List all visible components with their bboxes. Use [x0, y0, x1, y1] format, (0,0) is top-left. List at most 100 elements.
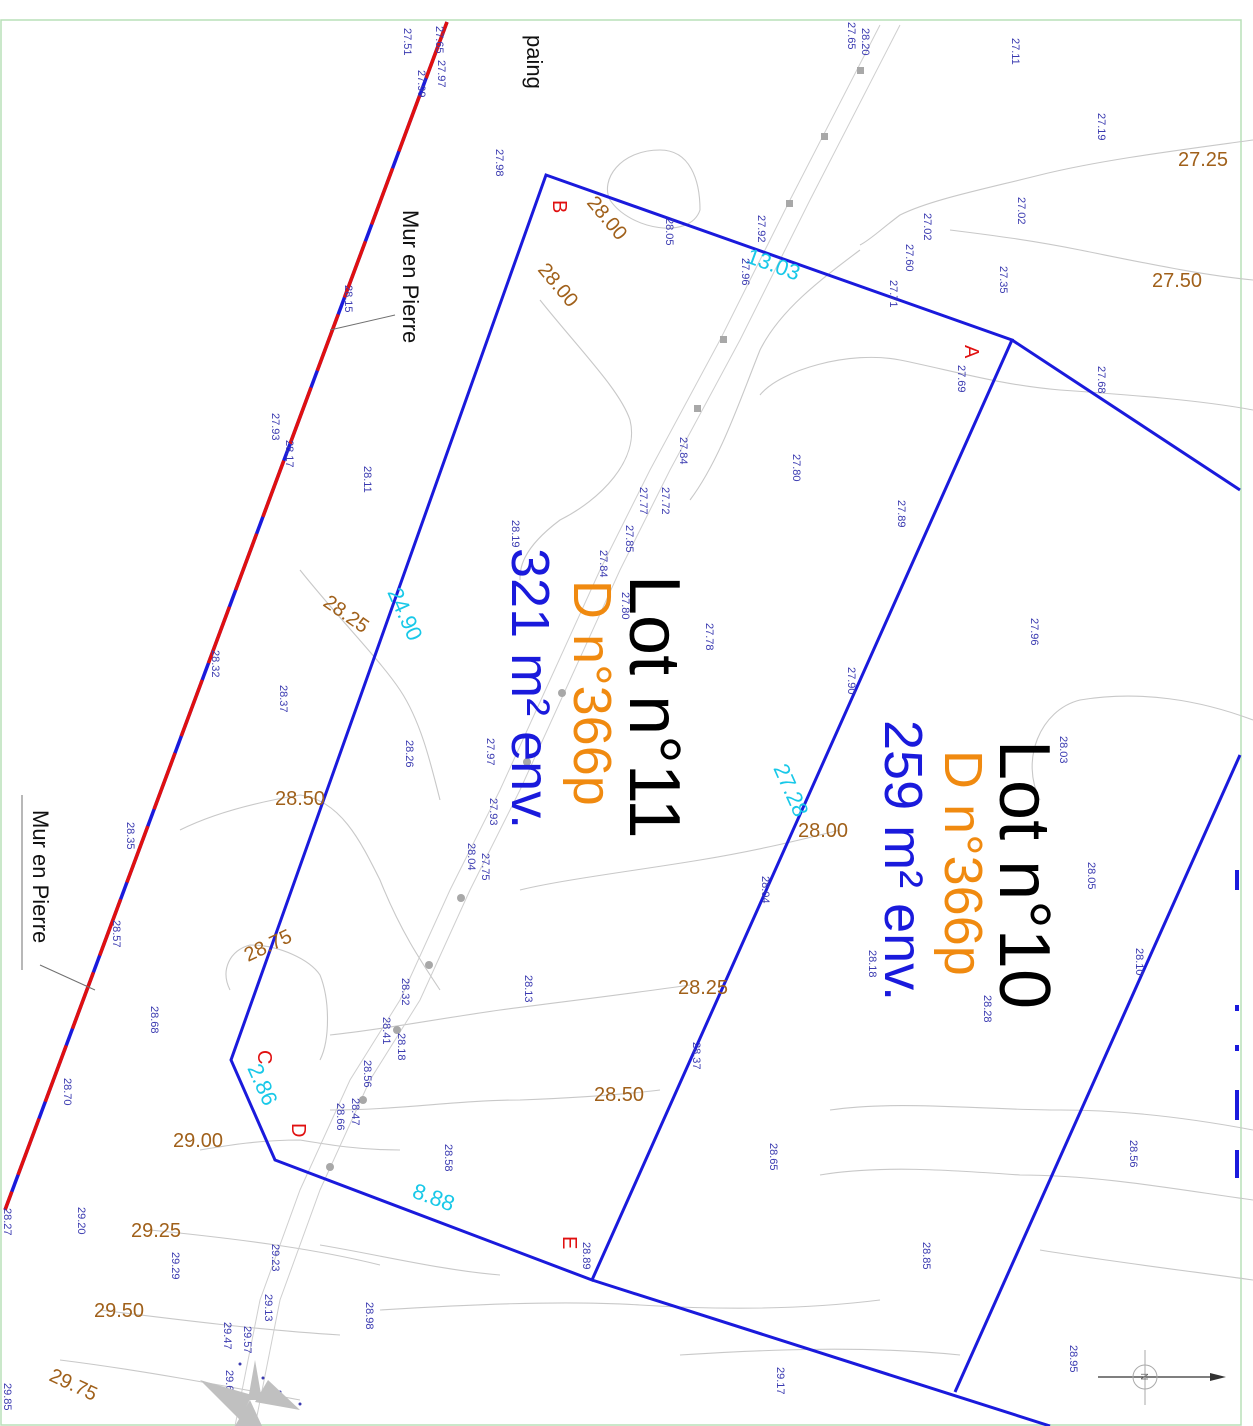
spot-height: 27.97	[484, 738, 496, 766]
spot-height: 28.56	[361, 1060, 373, 1088]
spot-height: 27.84	[597, 550, 609, 578]
spot-height: 29.17	[774, 1367, 786, 1395]
spot-height: 28.10	[1133, 948, 1145, 976]
spot-height: 27.72	[659, 487, 671, 515]
vertex-a: A	[960, 345, 982, 359]
contour-label: 27.50	[1152, 270, 1202, 292]
spot-height: 28.37	[277, 685, 289, 713]
title-fragment: paing	[522, 35, 547, 89]
spot-height: 28.28	[981, 995, 993, 1023]
spot-height: 28.85	[920, 1242, 932, 1270]
lot-10-section: D n°366p	[933, 750, 993, 976]
contour-label: 27.25	[1178, 149, 1228, 171]
contour-label: 29.50	[94, 1300, 144, 1322]
spot-height: 28.20	[859, 28, 871, 56]
spot-height: 28.37	[690, 1042, 702, 1070]
spot-height: 28.18	[866, 950, 878, 978]
spot-height: 27.68	[1095, 366, 1107, 394]
lot-10-east-boundary	[953, 754, 1242, 1393]
lot-11-boundary	[229, 173, 1015, 1282]
spot-height: 27.85	[623, 525, 635, 553]
lot-11-title: Lot n°11	[614, 575, 694, 839]
spot-height: 27.19	[1095, 113, 1107, 141]
compass-rose-icon	[200, 1360, 300, 1426]
contour-label: 28.00	[533, 259, 582, 311]
spot-height: 28.68	[148, 1006, 160, 1034]
lot-10-south-boundary	[591, 1278, 1051, 1426]
spot-height: 28.15	[342, 285, 354, 313]
spot-height: 27.93	[487, 798, 499, 826]
stone-wall	[3, 21, 449, 1211]
dimension-ab: 13.03	[743, 243, 803, 285]
spot-height: 28.32	[399, 978, 411, 1006]
spot-height: 29.23	[269, 1244, 281, 1272]
spot-height: 27.96	[1028, 618, 1040, 646]
spot-height: 27.97	[435, 60, 447, 88]
contour-label: 28.00	[582, 192, 631, 244]
spot-height: 27.78	[703, 623, 715, 651]
spot-height: 28.05	[1085, 862, 1097, 890]
spot-height: 27.65	[433, 26, 445, 54]
spot-height: 28.41	[380, 1017, 392, 1045]
wall-upper-label: Mur en Pierre	[398, 210, 423, 343]
spot-height: 29.47	[221, 1322, 233, 1350]
contour-label: 28.50	[275, 788, 325, 810]
wall-lower-label: Mur en Pierre	[28, 810, 53, 943]
spot-height: 28.56	[1127, 1140, 1139, 1168]
spot-height: 29.85	[1, 1383, 13, 1411]
spot-height: 29.29	[169, 1252, 181, 1280]
spot-height: 27.90	[845, 667, 857, 695]
lot-11-area: 321 m² env.	[500, 548, 560, 829]
map-frame	[0, 19, 1242, 1426]
spot-height: 29.57	[241, 1326, 253, 1354]
spot-height: 28.65	[767, 1143, 779, 1171]
contour-label: 28.25	[678, 977, 728, 999]
lot-boundaries	[229, 173, 1242, 1426]
contour-label: 28.50	[594, 1084, 644, 1106]
spot-height: 28.66	[334, 1103, 346, 1131]
dimension-de: 8.88	[409, 1178, 458, 1216]
spot-height: 29.20	[75, 1207, 87, 1235]
spot-height: 28.27	[1, 1208, 13, 1236]
spot-height: 27.02	[1015, 197, 1027, 225]
spot-height: 28.89	[580, 1242, 592, 1270]
spot-height: 28.18	[395, 1033, 407, 1061]
lot-10-title: Lot n°10	[984, 740, 1064, 1009]
contour-label: 28.25	[319, 591, 373, 638]
lot-10-boundary	[1011, 338, 1241, 492]
track-markers	[326, 67, 864, 1171]
spot-height: 28.05	[663, 218, 675, 246]
contour-label: 29.75	[46, 1365, 101, 1406]
spot-height: 27.89	[895, 500, 907, 528]
spot-height: 28.58	[442, 1144, 454, 1172]
spot-height: 27.71	[887, 280, 899, 308]
vertex-b: B	[548, 200, 570, 213]
spot-heights: 27.11 27.19 27.02 27.02 27.60 27.35 27.7…	[1, 22, 1145, 1411]
vertex-e: E	[558, 1236, 580, 1249]
spot-height: 27.51	[401, 28, 413, 56]
lot-11-section: D n°366p	[562, 580, 622, 806]
spot-height: 28.17	[283, 440, 295, 468]
vertex-d: D	[287, 1123, 309, 1137]
contour-label: 29.00	[173, 1130, 223, 1152]
north-arrow-letter: N	[1138, 1373, 1149, 1380]
spot-height: 27.11	[1009, 38, 1021, 65]
spot-height: 28.70	[61, 1078, 73, 1106]
vertex-labels: A B C D E	[253, 200, 982, 1249]
north-arrow-icon: N	[1098, 1350, 1226, 1405]
spot-height: 28.13	[522, 975, 534, 1003]
spot-height: 27.96	[739, 258, 751, 286]
spot-height: 29.13	[262, 1294, 274, 1322]
spot-height: 28.98	[363, 1302, 375, 1330]
spot-height: 27.93	[269, 413, 281, 441]
spot-height: 27.80	[790, 454, 802, 482]
spot-height: 28.11	[361, 466, 373, 493]
contour-label: 28.75	[241, 925, 296, 966]
spot-height: 27.99	[415, 70, 427, 98]
spot-height: 27.02	[921, 213, 933, 241]
spot-height: 27.98	[493, 149, 505, 177]
spot-height: 27.65	[845, 22, 857, 50]
spot-height: 28.04	[759, 876, 771, 904]
spot-height: 28.35	[124, 822, 136, 850]
